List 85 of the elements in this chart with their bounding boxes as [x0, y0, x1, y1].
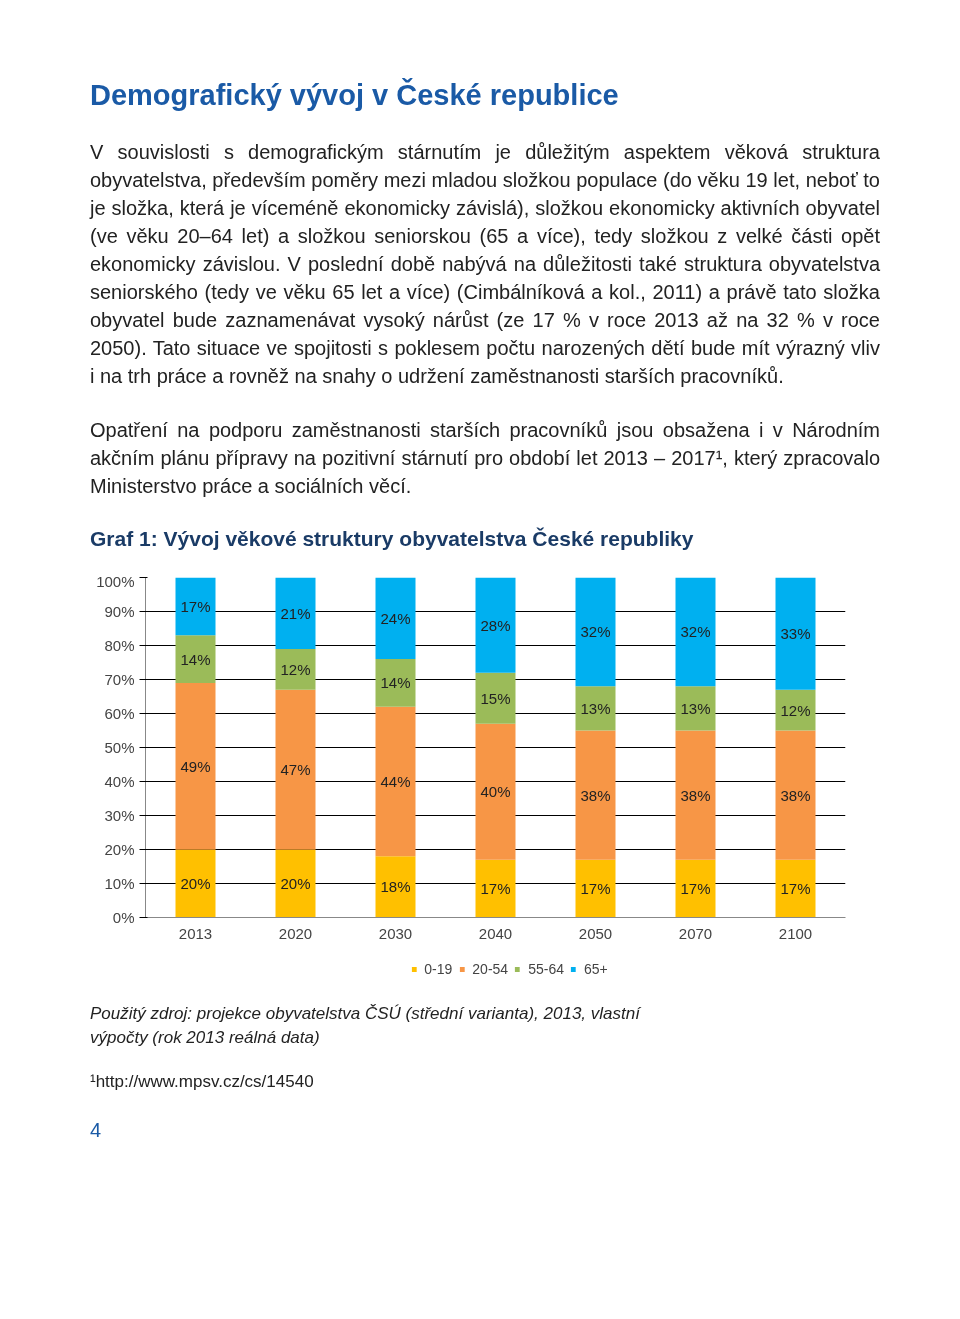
bar: [375, 706, 416, 857]
x-tick-label: 2013: [178, 924, 213, 942]
bar: [675, 859, 716, 918]
bar: [275, 648, 316, 690]
data-label: 15%: [480, 689, 511, 707]
bar: [275, 689, 316, 850]
y-tick-label: 70%: [104, 671, 135, 688]
text: 4: [90, 1118, 102, 1143]
bar: [575, 730, 616, 860]
data-label: 44%: [380, 773, 411, 790]
x-tick-label: 2020: [278, 924, 313, 942]
data-label: 21%: [280, 604, 311, 622]
data-label: 33%: [780, 625, 811, 643]
bar: [275, 577, 316, 649]
data-label: 20%: [280, 875, 311, 892]
x-tick-label: 2100: [778, 924, 813, 942]
bar: [675, 577, 716, 687]
legend-label: 20-54: [472, 961, 509, 977]
bar: [575, 686, 616, 731]
y-tick-label: 60%: [104, 705, 135, 722]
y-tick-label: 0%: [112, 909, 135, 926]
bar: [475, 672, 516, 724]
data-label: 17%: [780, 880, 811, 898]
data-label: 38%: [580, 786, 611, 804]
bar: [775, 577, 816, 690]
bar: [375, 577, 416, 660]
bar: [175, 849, 216, 918]
bar: [575, 859, 616, 918]
y-tick-label: 10%: [104, 875, 135, 892]
bar: [175, 577, 216, 636]
bar: [775, 859, 816, 918]
data-label: 13%: [580, 699, 611, 717]
bar: [775, 689, 816, 731]
data-label: 14%: [180, 650, 211, 668]
text: Použitý zdroj: projekce obyvatelstva ČSÚ (střední varianta), 2013, vlastní výpočty (rok 2013 reálná data): [90, 1003, 642, 1050]
data-label: 38%: [680, 786, 711, 804]
bar: [375, 659, 416, 707]
data-label: 49%: [180, 757, 211, 775]
data-label: 18%: [380, 878, 411, 896]
data-label: 32%: [680, 623, 711, 641]
bar: [675, 730, 716, 860]
legend-label: 65+: [583, 961, 608, 977]
data-label: 47%: [280, 761, 311, 779]
text: V souvislosti s demografickým stárnutím je důležitým aspektem věková struktura obyvatelstva, především poměry mezi mladou složkou populace (do věku 19 let, neboť to je složka, která je víceméně ekonomicky závislá), složkou ekonomicky aktivních obyvatel (ve věku 20–64 let) a složkou seniorskou (65 a více), tedy složkou z velké části opět ekonomicky závislou. V poslední době nabývá na důležitosti také struktura obyvatelstva seniorského (tedy ve věku 65 let a více) (Cimbálníková a kol., 2011) a právě tato složka obyvatel bude zaznamenávat vysoký nárůst (ze 17 % v roce 2013 až na 32 % v roce 2050). Tato situace ve spojitosti s poklesem počtu narozených dětí bude mít výrazný vliv i na trh práce a rovněž na snahy o udržení zaměstnanosti starších pracovníků.: [90, 141, 880, 387]
data-label: 17%: [480, 880, 511, 898]
y-tick-label: 90%: [104, 603, 135, 620]
data-label: 17%: [680, 880, 711, 898]
y-tick-label: 80%: [104, 637, 135, 654]
data-label: 17%: [580, 880, 611, 898]
data-label: 28%: [480, 616, 511, 634]
y-tick-label: 100%: [96, 572, 135, 590]
data-label: 24%: [380, 609, 411, 627]
bar: [475, 723, 516, 860]
data-label: 17%: [180, 597, 211, 615]
data-label: 38%: [780, 786, 811, 804]
x-tick-label: 2050: [578, 924, 613, 942]
data-label: 13%: [680, 699, 711, 717]
bar: [475, 577, 516, 673]
bar: [275, 849, 316, 918]
data-label: 14%: [380, 674, 411, 692]
data-label: 12%: [280, 660, 311, 678]
data-label: 40%: [480, 783, 511, 801]
y-tick-label: 50%: [104, 739, 135, 756]
legend-label: 0-19: [424, 961, 453, 977]
data-label: 20%: [180, 875, 211, 892]
x-tick-label: 2030: [378, 924, 413, 942]
data-label: 12%: [780, 701, 811, 719]
x-tick-label: 2070: [678, 924, 713, 942]
text: ¹http://www.mpsv.cz/cs/14540: [90, 1071, 314, 1093]
y-tick-label: 40%: [104, 773, 135, 790]
legend-label: 55-64: [528, 961, 564, 977]
bar: [775, 730, 816, 860]
bar: [375, 856, 416, 918]
text: Demografický vývoj v České republice: [90, 77, 619, 113]
y-tick-label: 30%: [104, 807, 135, 824]
bar: [175, 682, 216, 850]
y-tick-label: 20%: [104, 841, 135, 858]
data-label: 32%: [580, 623, 611, 641]
bar: [575, 577, 616, 687]
text: Opatření na podporu zaměstnanosti starších pracovníků jsou obsažena i v Národním akčním plánu přípravy na pozitivní stárnutí pro období let 2013 – 2017¹, který zpracovalo Ministerstvo práce a sociálních věcí.: [90, 418, 880, 499]
bar: [475, 859, 516, 918]
chart-title: Graf 1: Vývoj věkové struktury obyvatelstva České republiky: [90, 526, 694, 552]
x-tick-label: 2040: [478, 924, 513, 942]
bar: [675, 686, 716, 731]
bar: [175, 635, 216, 683]
